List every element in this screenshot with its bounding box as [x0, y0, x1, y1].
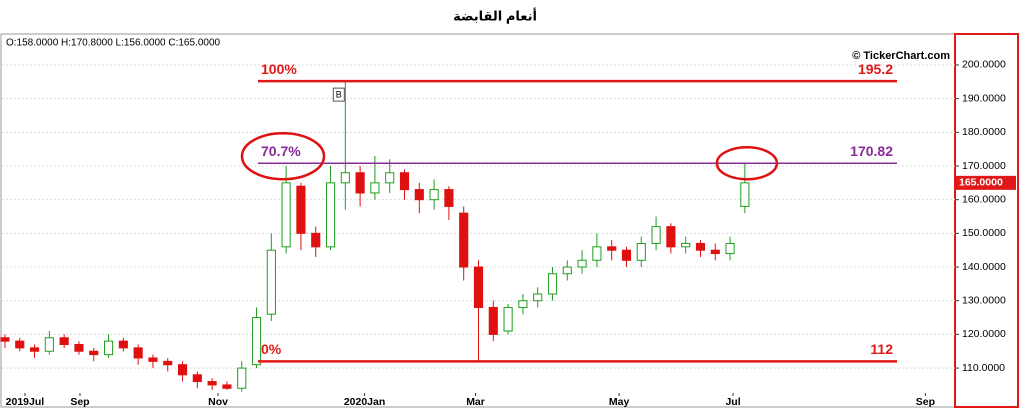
candle-body [385, 172, 395, 184]
fib-value: 195.2 [858, 61, 893, 77]
y-tick-label: 150.0000 [962, 227, 1006, 239]
candle-body [74, 344, 84, 352]
candle-body [414, 189, 424, 201]
candle-body [592, 246, 602, 261]
candle-body [15, 340, 25, 349]
candle-body [325, 182, 336, 248]
x-tick-label: Sep [916, 396, 935, 408]
candle-body [488, 306, 498, 335]
candle-body [607, 246, 617, 251]
marker-text: B [336, 90, 342, 100]
x-tick-label: 2019Jul [6, 396, 45, 408]
y-tick-label: 160.0000 [962, 193, 1006, 205]
candle-body [695, 242, 706, 251]
candle-body [0, 337, 10, 342]
chart-title: أنعام القابضة [453, 7, 537, 24]
candle-body [547, 273, 558, 295]
candle-body [266, 249, 276, 315]
last-price-box [956, 175, 1016, 190]
candle-body [44, 337, 54, 352]
y-tick-label: 130.0000 [962, 295, 1006, 307]
candle-body [399, 172, 410, 191]
ohlc-header: O:158.0000 H:170.8000 L:156.0000 C:165.0… [6, 38, 221, 49]
fib-label: 100% [261, 61, 297, 77]
candle-body [207, 381, 217, 386]
candle-body [355, 172, 365, 194]
y-tick-label: 200.0000 [962, 59, 1006, 71]
candle-body [192, 374, 202, 383]
candle-body [503, 306, 513, 332]
fib-value: 112 [870, 341, 893, 357]
candle-body [577, 259, 587, 268]
candle-body [429, 189, 439, 201]
candle-body [296, 185, 306, 234]
candle-body [725, 242, 735, 255]
y-tick-label: 140.0000 [962, 261, 1006, 273]
highlight-ellipse [715, 145, 779, 181]
candle-body [681, 242, 691, 248]
x-tick-label: Nov [208, 396, 228, 408]
candle-body [562, 266, 572, 275]
candle-body [518, 300, 528, 308]
candle-body [118, 340, 128, 349]
candle-body [59, 337, 69, 346]
fib-value: 170.82 [850, 143, 893, 159]
candle-body [148, 357, 158, 362]
x-tick-label: Jul [725, 396, 740, 408]
candle-body [222, 384, 232, 389]
candle-body [459, 212, 469, 268]
y-tick-label: 190.0000 [962, 92, 1006, 104]
candle-body [177, 364, 188, 376]
y-tick-label: 110.0000 [962, 362, 1005, 374]
last-price-label: 165.0000 [959, 177, 1003, 189]
x-tick-label: 2020Jan [344, 396, 385, 408]
x-tick-label: Sep [70, 396, 89, 408]
marker-box [332, 87, 345, 102]
candle-body [311, 232, 321, 248]
candle-body [740, 182, 750, 207]
y-tick-label: 170.0000 [962, 160, 1006, 172]
candle-body [444, 189, 454, 207]
fib-label: 0% [261, 341, 282, 357]
candle-body [370, 182, 380, 194]
candle-body [163, 360, 173, 366]
candle-body [133, 347, 143, 359]
candle-body [29, 347, 40, 352]
candle-body [533, 293, 543, 302]
candle-body [651, 226, 661, 244]
candle-body [103, 340, 114, 356]
candle-body [340, 172, 350, 184]
candle-body [237, 367, 247, 389]
candle-body [621, 249, 632, 261]
watermark: © TickerChart.com [852, 50, 950, 62]
candle-body [636, 242, 646, 261]
candle-body [473, 266, 484, 308]
highlight-ellipse [240, 131, 326, 181]
y-tick-label: 120.0000 [962, 328, 1006, 340]
fib-label: 70.7% [261, 143, 301, 159]
price-axis-frame [954, 33, 1019, 408]
x-tick-label: May [609, 396, 630, 408]
candle-body [710, 249, 720, 255]
y-tick-label: 180.0000 [962, 126, 1006, 138]
candle-body [281, 182, 291, 248]
x-tick-label: Mar [466, 396, 485, 408]
candle-body [666, 226, 676, 248]
candle-body [89, 350, 99, 356]
candle-body [251, 317, 262, 366]
